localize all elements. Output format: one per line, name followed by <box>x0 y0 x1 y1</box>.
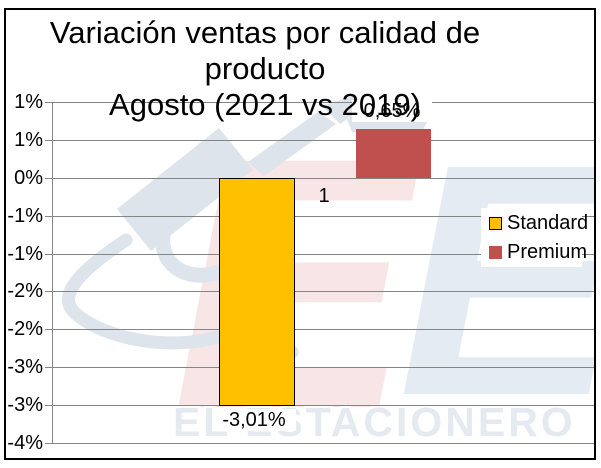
y-axis-line <box>52 102 53 444</box>
gridline <box>52 216 595 217</box>
y-axis-tick <box>45 405 52 406</box>
y-axis-tick <box>45 102 52 103</box>
y-axis-tick <box>45 443 52 444</box>
x-axis-line <box>52 443 595 444</box>
legend-swatch-premium <box>489 245 502 259</box>
bar-standard <box>219 178 295 406</box>
gridline <box>52 367 595 368</box>
y-tick-label: -3% <box>7 394 43 416</box>
chart-title-line2: Agosto (2021 vs 2019) <box>109 87 421 122</box>
bar-premium <box>356 129 431 178</box>
legend-item-premium: Premium <box>489 241 587 263</box>
chart-title: Variación ventas por calidad de producto… <box>0 15 530 123</box>
gridline <box>52 329 595 330</box>
gridline <box>52 254 595 255</box>
gridline <box>52 140 595 141</box>
gridline <box>52 178 595 179</box>
y-axis-tick <box>45 329 52 330</box>
y-tick-label: -2% <box>7 318 43 340</box>
legend: Standard Premium <box>481 208 588 267</box>
legend-item-standard: Standard <box>489 212 588 234</box>
y-axis-tick <box>45 216 52 217</box>
y-axis-tick <box>45 178 52 179</box>
y-axis-tick <box>45 140 52 141</box>
y-tick-label: -3% <box>7 356 43 378</box>
y-tick-label: 0% <box>14 167 43 189</box>
y-axis-tick <box>45 291 52 292</box>
gridline <box>52 405 595 406</box>
data-label-premium: 0,65% <box>352 100 432 122</box>
y-tick-label: 1% <box>14 129 43 151</box>
data-label-standard: -3,01% <box>212 409 296 431</box>
x-category-label: 1 <box>318 185 330 207</box>
y-tick-label: -1% <box>7 243 43 265</box>
y-axis-tick <box>45 367 52 368</box>
legend-label-standard: Standard <box>507 212 589 234</box>
legend-label-premium: Premium <box>507 241 588 263</box>
y-tick-label: -4% <box>7 432 43 454</box>
y-axis-tick <box>45 254 52 255</box>
chart-title-line1: Variación ventas por calidad de producto <box>49 15 481 86</box>
y-tick-label: 1% <box>14 91 43 113</box>
gridline <box>52 102 595 103</box>
legend-swatch-standard <box>489 216 502 230</box>
gridline <box>52 291 595 292</box>
y-tick-label: -1% <box>7 205 43 227</box>
y-tick-label: -2% <box>7 280 43 302</box>
